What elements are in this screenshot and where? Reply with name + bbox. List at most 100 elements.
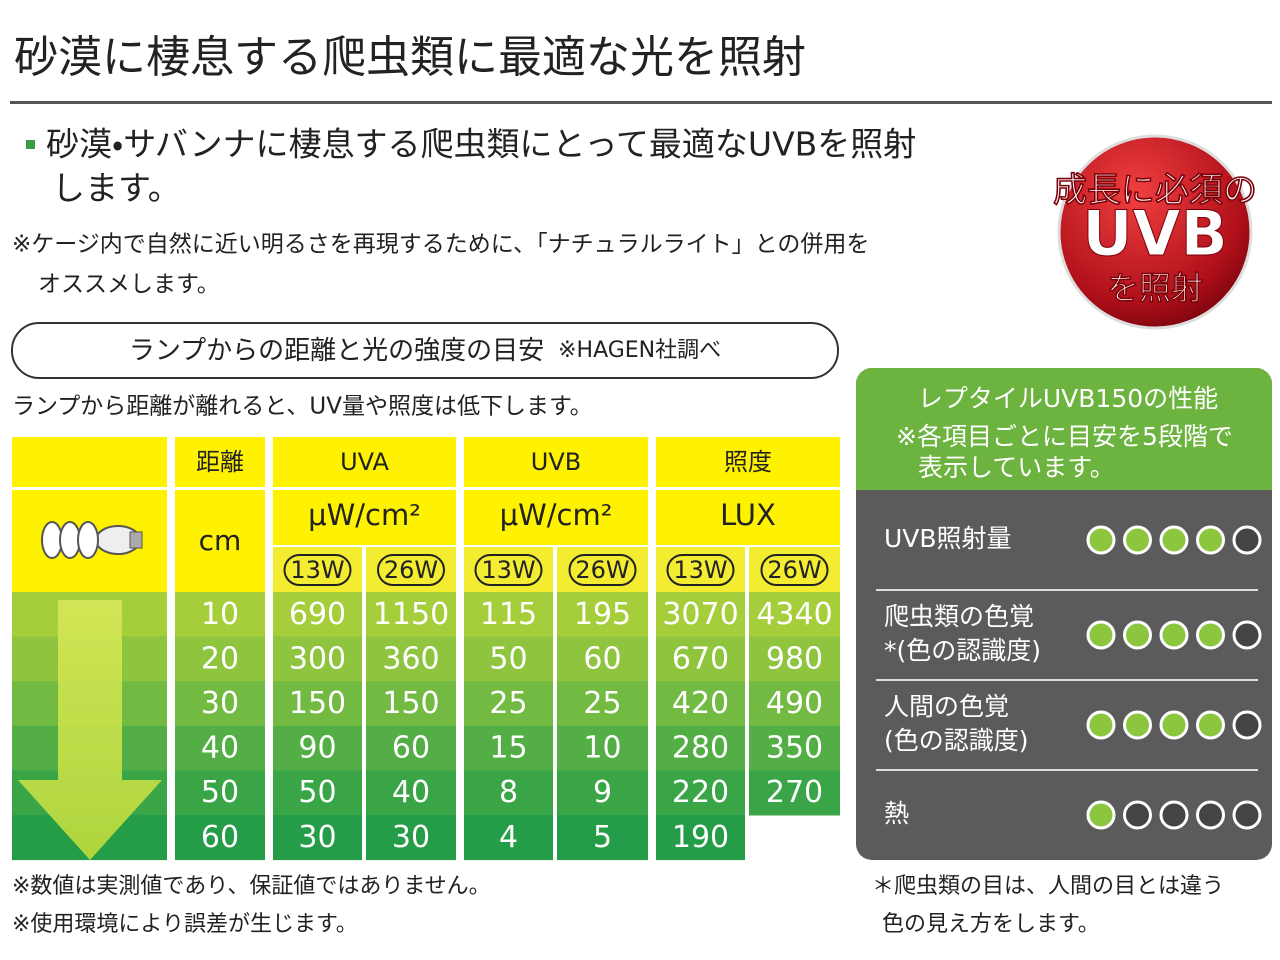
down-arrow — [18, 600, 162, 860]
value-cell — [464, 770, 553, 816]
rating-dot — [1196, 525, 1225, 555]
panel-footnote: ＊爬虫類の目は、人間の目とは違う — [872, 874, 1224, 899]
distance-value: 10 — [201, 597, 239, 632]
wattage-label: 26W — [384, 556, 438, 584]
table-value: 280 — [672, 731, 729, 766]
table-footnote: ※使用環境により誤差が生じます。 — [12, 912, 358, 937]
badge-line: UVB — [1082, 197, 1228, 270]
distance-value: 40 — [201, 731, 239, 766]
table-value: 90 — [298, 731, 336, 766]
value-cell — [749, 725, 840, 771]
value-cell — [464, 815, 553, 861]
item-label: 熱 — [884, 799, 909, 828]
rating-dot — [1123, 525, 1152, 555]
rating-dot — [1196, 620, 1225, 650]
performance-header — [856, 368, 1272, 490]
table-value: 350 — [766, 731, 823, 766]
bullet-line: 砂漠・サバンナに棲息する爬虫類にとって最適なUVBを照射 — [46, 125, 916, 164]
distance-unit: cm — [199, 524, 242, 557]
table-value: 420 — [672, 686, 729, 721]
wattage-label: 13W — [673, 556, 727, 584]
distance-cell — [175, 770, 265, 816]
table-value: 300 — [289, 641, 346, 676]
bullet — [26, 140, 35, 149]
distance-header-cell — [175, 437, 265, 487]
value-cell — [656, 815, 745, 861]
rating-dot — [1086, 800, 1116, 830]
value-cell — [557, 770, 648, 816]
heading-text: ランプからの距離と光の強度の目安 — [129, 336, 544, 366]
group-label: UVB — [531, 448, 581, 476]
rating-dot — [1232, 525, 1262, 555]
group-label: 照度 — [724, 448, 772, 476]
table-value: 25 — [489, 686, 527, 721]
wattage-badge — [666, 554, 735, 586]
table-value: 195 — [574, 597, 631, 632]
page-title: 砂漠に棲息する爬虫類に最適な光を照射 — [14, 32, 806, 83]
item-label: *(色の認識度) — [884, 636, 1041, 665]
distance-header: 距離 — [196, 448, 244, 476]
wattage-badge — [760, 554, 829, 586]
table-value: 490 — [766, 686, 823, 721]
value-cell — [273, 592, 362, 638]
table-value: 40 — [392, 775, 430, 810]
group-unit-cell — [656, 490, 840, 545]
section-lead: ランプから距離が離れると、UV量や照度は低下します。 — [12, 394, 593, 420]
section-heading: ランプからの距離と光の強度の目安 ※HAGEN社調べ — [129, 336, 721, 366]
rating-dot — [1159, 800, 1189, 830]
value-cell — [464, 681, 553, 727]
panel-note: ※各項目ごとに目安を5段階で — [896, 422, 1233, 451]
item-label: UVB照射量 — [884, 524, 1012, 553]
lamp-coil — [77, 521, 99, 559]
uvb-badge — [1057, 134, 1253, 330]
rating-dot — [1196, 800, 1225, 830]
value-cell — [366, 770, 456, 816]
table-value: 8 — [499, 775, 518, 810]
value-cell — [273, 636, 362, 682]
value-cell — [366, 592, 456, 638]
lamp-cap — [129, 531, 143, 549]
value-cell — [557, 681, 648, 727]
distance-value: 50 — [201, 775, 239, 810]
group-unit: μW/cm² — [500, 498, 613, 532]
value-cell — [366, 815, 456, 861]
table-value: 980 — [766, 641, 823, 676]
value-cell — [656, 681, 745, 727]
panel-note: 表示しています。 — [918, 453, 1115, 482]
table-value: 220 — [672, 775, 729, 810]
table-footnote: ※数値は実測値であり、保証値ではありません。 — [12, 874, 491, 899]
rating-dot — [1159, 620, 1189, 650]
rating-dot — [1232, 620, 1262, 650]
group-unit-cell — [273, 490, 456, 545]
value-cell — [749, 681, 840, 727]
value-cell — [749, 636, 840, 682]
wattage-badge — [568, 554, 637, 586]
distance-cell — [175, 681, 265, 727]
table-value: 15 — [489, 731, 527, 766]
table-value: 115 — [480, 597, 537, 632]
wattage-label: 26W — [767, 556, 821, 584]
wattage-label: 26W — [575, 556, 629, 584]
value-cell — [366, 681, 456, 727]
distance-value: 20 — [201, 641, 239, 676]
group-unit-cell — [464, 490, 648, 545]
group-label: UVA — [340, 448, 389, 476]
table-value: 690 — [289, 597, 346, 632]
value-cell — [656, 725, 745, 771]
note-line: オススメします。 — [38, 272, 220, 298]
value-cell — [557, 815, 648, 861]
value-cell — [656, 592, 745, 638]
item-label: (色の認識度) — [884, 726, 1029, 755]
table-value: 30 — [298, 820, 336, 855]
table-value: 5 — [593, 820, 612, 855]
value-cell — [464, 725, 553, 771]
rating-dot — [1123, 620, 1152, 650]
table-value: 150 — [289, 686, 346, 721]
table-value: 50 — [298, 775, 336, 810]
group-unit: LUX — [720, 498, 776, 532]
value-cell — [273, 770, 362, 816]
wattage-label: 13W — [481, 556, 535, 584]
rating-dot — [1159, 525, 1189, 555]
rating-dot — [1232, 710, 1262, 740]
table-value: 1150 — [373, 597, 449, 632]
